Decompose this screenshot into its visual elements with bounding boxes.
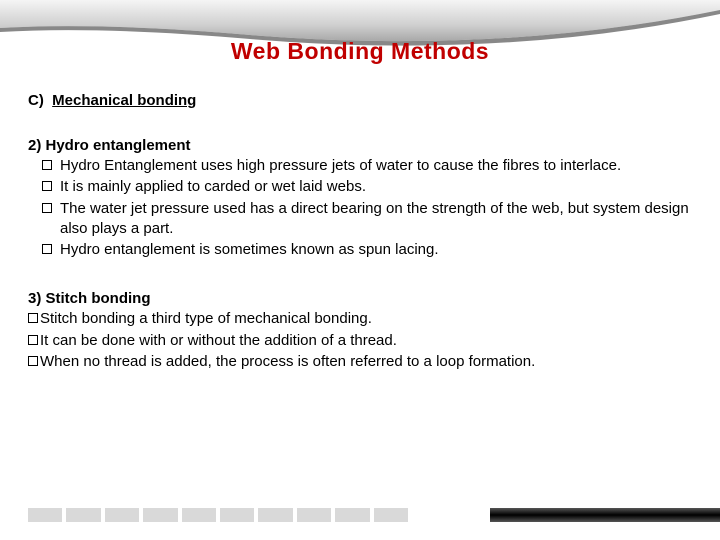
stitch-header: 3) Stitch bonding	[28, 290, 692, 307]
footer-block	[258, 508, 292, 522]
footer-block	[143, 508, 177, 522]
section-c-prefix: C)	[28, 92, 44, 109]
bullet-text: It is mainly applied to carded or wet la…	[60, 177, 692, 197]
footer-block	[374, 508, 408, 522]
footer-blocks	[28, 508, 408, 522]
bullet-icon	[42, 160, 52, 170]
list-item: When no thread is added, the process is …	[28, 352, 692, 372]
bullet-icon	[42, 244, 52, 254]
bullet-icon	[42, 203, 52, 213]
bullet-text: The water jet pressure used has a direct…	[60, 199, 692, 240]
bullet-text: It can be done with or without the addit…	[40, 331, 692, 351]
footer-block	[28, 508, 62, 522]
list-item: It can be done with or without the addit…	[28, 331, 692, 351]
list-item: Hydro entanglement is sometimes known as…	[28, 240, 692, 260]
footer-block	[66, 508, 100, 522]
footer-block	[220, 508, 254, 522]
bullet-text: Hydro entanglement is sometimes known as…	[60, 240, 692, 260]
footer-bar	[490, 508, 720, 522]
list-item: Stitch bonding a third type of mechanica…	[28, 309, 692, 329]
footer-block	[182, 508, 216, 522]
hydro-header: 2) Hydro entanglement	[28, 137, 692, 154]
bullet-icon	[28, 335, 38, 345]
bullet-text: Stitch bonding a third type of mechanica…	[40, 309, 692, 329]
bullet-text: When no thread is added, the process is …	[40, 352, 692, 372]
hydro-list: Hydro Entanglement uses high pressure je…	[28, 156, 692, 260]
footer-block	[335, 508, 369, 522]
footer-block	[105, 508, 139, 522]
section-c-header: C) Mechanical bonding	[28, 92, 692, 109]
bullet-text: Hydro Entanglement uses high pressure je…	[60, 156, 692, 176]
list-item: Hydro Entanglement uses high pressure je…	[28, 156, 692, 176]
list-item: The water jet pressure used has a direct…	[28, 199, 692, 240]
list-item: It is mainly applied to carded or wet la…	[28, 177, 692, 197]
page-title: Web Bonding Methods	[0, 38, 720, 65]
bullet-icon	[28, 356, 38, 366]
bullet-icon	[28, 313, 38, 323]
content-area: C) Mechanical bonding 2) Hydro entanglem…	[28, 92, 692, 402]
footer-block	[297, 508, 331, 522]
section-c-label: Mechanical bonding	[52, 92, 196, 109]
stitch-list: Stitch bonding a third type of mechanica…	[28, 309, 692, 372]
bullet-icon	[42, 181, 52, 191]
